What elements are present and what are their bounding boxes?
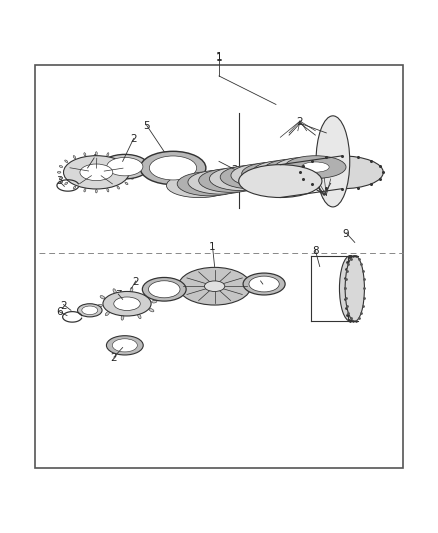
Ellipse shape bbox=[64, 156, 129, 189]
Ellipse shape bbox=[291, 164, 319, 174]
Ellipse shape bbox=[178, 268, 251, 305]
Text: 1: 1 bbox=[215, 53, 223, 63]
Ellipse shape bbox=[252, 160, 315, 184]
Ellipse shape bbox=[259, 168, 287, 179]
Ellipse shape bbox=[73, 156, 76, 159]
Text: 5: 5 bbox=[143, 122, 150, 131]
Ellipse shape bbox=[59, 166, 63, 167]
Ellipse shape bbox=[130, 287, 133, 293]
Ellipse shape bbox=[199, 168, 263, 192]
Ellipse shape bbox=[148, 281, 180, 298]
Ellipse shape bbox=[117, 186, 120, 189]
Ellipse shape bbox=[100, 296, 105, 299]
Ellipse shape bbox=[206, 177, 235, 188]
Ellipse shape bbox=[121, 315, 124, 320]
Ellipse shape bbox=[95, 189, 97, 193]
Ellipse shape bbox=[152, 300, 157, 303]
Text: 2: 2 bbox=[132, 277, 139, 287]
Ellipse shape bbox=[280, 165, 308, 175]
Ellipse shape bbox=[125, 182, 128, 184]
Ellipse shape bbox=[117, 156, 120, 159]
Ellipse shape bbox=[270, 167, 298, 177]
Ellipse shape bbox=[112, 339, 138, 352]
Ellipse shape bbox=[145, 292, 149, 296]
Ellipse shape bbox=[166, 173, 232, 198]
Ellipse shape bbox=[301, 162, 329, 172]
Ellipse shape bbox=[130, 177, 134, 179]
Ellipse shape bbox=[177, 172, 243, 196]
Ellipse shape bbox=[84, 153, 86, 156]
Ellipse shape bbox=[114, 297, 140, 311]
Ellipse shape bbox=[248, 170, 277, 181]
Text: 2: 2 bbox=[297, 117, 304, 127]
Ellipse shape bbox=[84, 189, 86, 192]
Text: 2: 2 bbox=[321, 191, 328, 201]
Ellipse shape bbox=[57, 172, 61, 173]
Text: 2: 2 bbox=[60, 301, 67, 311]
Text: 1: 1 bbox=[209, 242, 216, 252]
FancyBboxPatch shape bbox=[35, 65, 403, 468]
Ellipse shape bbox=[59, 177, 63, 179]
Ellipse shape bbox=[113, 289, 117, 294]
Ellipse shape bbox=[242, 162, 304, 185]
Text: 2: 2 bbox=[231, 165, 238, 175]
Ellipse shape bbox=[220, 165, 284, 189]
Ellipse shape bbox=[65, 182, 68, 184]
Ellipse shape bbox=[300, 156, 383, 189]
Ellipse shape bbox=[140, 151, 206, 184]
Ellipse shape bbox=[238, 172, 266, 182]
Text: 3: 3 bbox=[56, 176, 63, 186]
Ellipse shape bbox=[130, 166, 134, 167]
Ellipse shape bbox=[82, 306, 98, 314]
Ellipse shape bbox=[65, 160, 68, 163]
Text: 8: 8 bbox=[312, 246, 319, 256]
Ellipse shape bbox=[97, 304, 102, 307]
Ellipse shape bbox=[107, 153, 109, 156]
Text: 9: 9 bbox=[343, 229, 350, 239]
Ellipse shape bbox=[149, 156, 197, 180]
Ellipse shape bbox=[78, 304, 102, 317]
Text: 1: 1 bbox=[215, 52, 223, 62]
Ellipse shape bbox=[316, 116, 350, 207]
Ellipse shape bbox=[138, 314, 141, 319]
Ellipse shape bbox=[149, 309, 154, 312]
Text: 7: 7 bbox=[115, 290, 122, 300]
Ellipse shape bbox=[107, 189, 109, 192]
Ellipse shape bbox=[195, 179, 225, 189]
Ellipse shape bbox=[106, 336, 143, 355]
Text: 6: 6 bbox=[56, 308, 63, 318]
Ellipse shape bbox=[95, 152, 97, 155]
Ellipse shape bbox=[249, 276, 279, 292]
Ellipse shape bbox=[184, 180, 214, 191]
Ellipse shape bbox=[345, 255, 364, 321]
Ellipse shape bbox=[205, 281, 225, 292]
Ellipse shape bbox=[339, 255, 361, 321]
Text: 2: 2 bbox=[130, 134, 137, 144]
Ellipse shape bbox=[285, 156, 346, 179]
Ellipse shape bbox=[231, 164, 294, 187]
Ellipse shape bbox=[227, 173, 256, 184]
Ellipse shape bbox=[274, 157, 336, 180]
Ellipse shape bbox=[216, 175, 245, 186]
Ellipse shape bbox=[188, 170, 253, 194]
Ellipse shape bbox=[239, 165, 322, 198]
Ellipse shape bbox=[107, 157, 143, 176]
Ellipse shape bbox=[209, 167, 274, 191]
Ellipse shape bbox=[73, 186, 76, 189]
Ellipse shape bbox=[132, 172, 135, 173]
Text: 2: 2 bbox=[110, 353, 117, 364]
Ellipse shape bbox=[142, 278, 186, 301]
Text: 2: 2 bbox=[257, 277, 264, 287]
Text: 4: 4 bbox=[91, 154, 98, 164]
Ellipse shape bbox=[105, 311, 110, 316]
Ellipse shape bbox=[101, 155, 149, 179]
Ellipse shape bbox=[80, 164, 113, 181]
Ellipse shape bbox=[243, 273, 285, 295]
Ellipse shape bbox=[103, 292, 151, 316]
Ellipse shape bbox=[263, 159, 325, 182]
Ellipse shape bbox=[125, 160, 128, 163]
